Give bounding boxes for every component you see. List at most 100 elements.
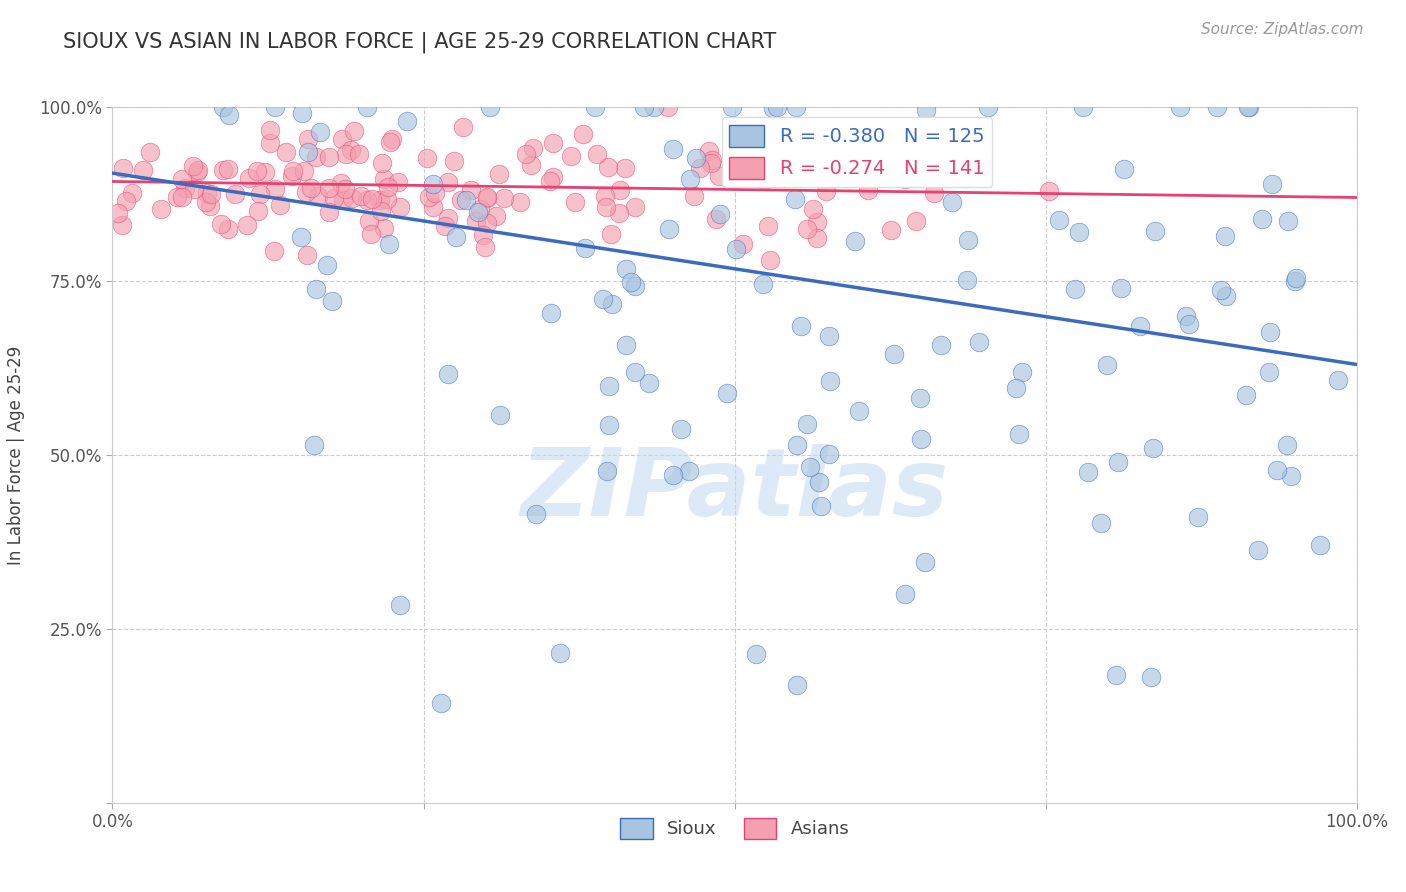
Point bbox=[224, 186, 246, 201]
Point bbox=[1285, 270, 1308, 285]
Point bbox=[657, 100, 679, 114]
Point bbox=[614, 261, 637, 276]
Point bbox=[173, 180, 195, 194]
Point bbox=[212, 100, 235, 114]
Point bbox=[522, 141, 544, 155]
Point bbox=[624, 200, 647, 214]
Point bbox=[894, 587, 917, 601]
Point bbox=[595, 464, 617, 478]
Point bbox=[796, 417, 818, 432]
Point bbox=[904, 213, 927, 227]
Point bbox=[464, 214, 486, 228]
Point bbox=[595, 200, 617, 214]
Point bbox=[166, 189, 188, 203]
Point bbox=[422, 200, 444, 214]
Point bbox=[131, 162, 153, 177]
Point bbox=[195, 194, 218, 209]
Point bbox=[309, 126, 332, 140]
Point bbox=[1257, 365, 1279, 379]
Point bbox=[1187, 509, 1209, 524]
Point bbox=[377, 236, 399, 251]
Point bbox=[396, 113, 419, 128]
Point bbox=[1011, 365, 1033, 379]
Point bbox=[302, 438, 325, 452]
Y-axis label: In Labor Force | Age 25-29: In Labor Force | Age 25-29 bbox=[7, 345, 25, 565]
Point bbox=[121, 186, 143, 200]
Point bbox=[976, 100, 998, 114]
Point bbox=[875, 163, 897, 178]
Point bbox=[624, 278, 647, 293]
Point bbox=[378, 136, 401, 150]
Point bbox=[685, 152, 707, 166]
Point bbox=[1107, 455, 1129, 469]
Point bbox=[356, 100, 378, 114]
Point bbox=[170, 190, 193, 204]
Point bbox=[571, 127, 593, 141]
Point bbox=[817, 447, 839, 461]
Point bbox=[678, 465, 700, 479]
Point bbox=[1247, 542, 1270, 557]
Point bbox=[1139, 670, 1161, 684]
Point bbox=[786, 437, 808, 451]
Point bbox=[434, 219, 457, 234]
Point bbox=[910, 392, 932, 406]
Point bbox=[766, 100, 789, 114]
Point bbox=[170, 171, 193, 186]
Point bbox=[387, 175, 409, 189]
Point bbox=[236, 218, 259, 232]
Point bbox=[689, 161, 711, 175]
Point bbox=[752, 277, 775, 292]
Point bbox=[1090, 516, 1112, 530]
Point bbox=[283, 163, 305, 178]
Point bbox=[381, 132, 404, 146]
Point bbox=[541, 170, 564, 185]
Point bbox=[195, 186, 218, 200]
Point bbox=[357, 213, 380, 227]
Point bbox=[1038, 184, 1060, 198]
Legend: Sioux, Asians: Sioux, Asians bbox=[613, 811, 856, 846]
Point bbox=[515, 146, 537, 161]
Point bbox=[956, 273, 979, 287]
Point bbox=[801, 202, 824, 216]
Point bbox=[361, 192, 384, 206]
Point bbox=[340, 191, 363, 205]
Point bbox=[941, 195, 963, 210]
Point bbox=[586, 146, 609, 161]
Point bbox=[422, 177, 444, 191]
Point bbox=[264, 100, 287, 114]
Point bbox=[259, 136, 281, 151]
Point bbox=[249, 186, 271, 201]
Point bbox=[305, 150, 328, 164]
Point bbox=[1239, 100, 1261, 114]
Point bbox=[1277, 214, 1299, 228]
Point bbox=[335, 146, 357, 161]
Point bbox=[1209, 283, 1232, 297]
Point bbox=[332, 132, 354, 146]
Point bbox=[488, 409, 510, 423]
Point bbox=[815, 184, 838, 198]
Point bbox=[709, 207, 731, 221]
Point bbox=[460, 183, 482, 197]
Point bbox=[716, 386, 738, 401]
Point bbox=[254, 165, 277, 179]
Point bbox=[307, 189, 329, 203]
Point bbox=[1327, 373, 1350, 387]
Point bbox=[818, 328, 841, 343]
Point bbox=[294, 164, 316, 178]
Point bbox=[246, 164, 269, 178]
Point bbox=[810, 500, 832, 514]
Point bbox=[467, 205, 489, 219]
Point bbox=[297, 131, 319, 145]
Point bbox=[969, 335, 991, 350]
Point bbox=[540, 306, 562, 320]
Point bbox=[1279, 468, 1302, 483]
Point bbox=[200, 199, 222, 213]
Point bbox=[1105, 667, 1128, 681]
Point bbox=[259, 123, 281, 137]
Point bbox=[844, 234, 866, 248]
Point bbox=[436, 211, 458, 225]
Point bbox=[1069, 225, 1091, 239]
Point bbox=[1047, 213, 1070, 227]
Point bbox=[1005, 381, 1028, 395]
Point bbox=[475, 191, 498, 205]
